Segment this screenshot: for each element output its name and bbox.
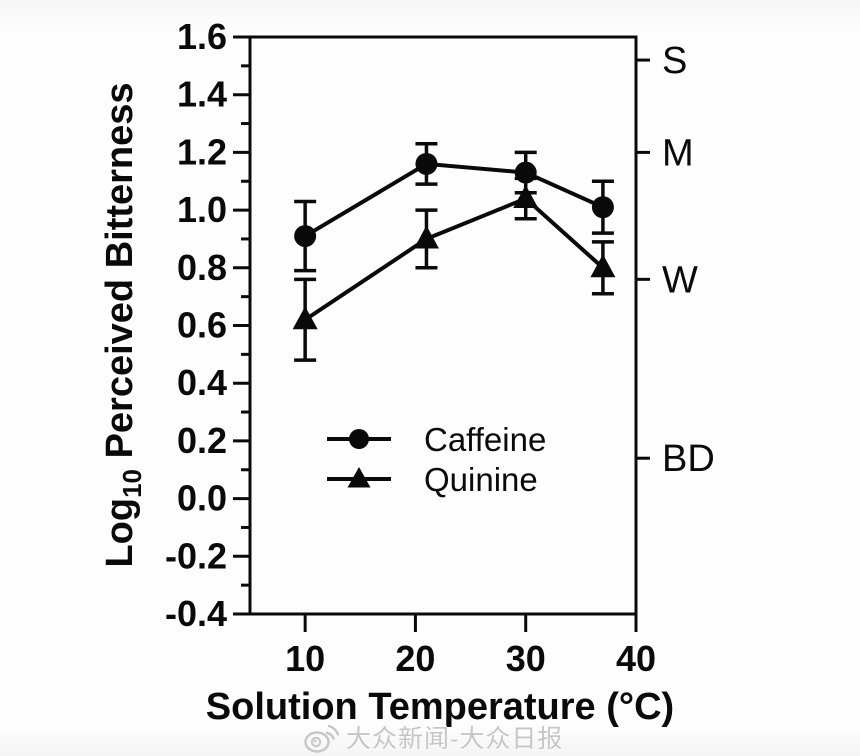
y-axis-title: Log10 Perceived Bitterness xyxy=(99,82,147,567)
caffeine-line xyxy=(304,161,604,238)
x-tick-label: 10 xyxy=(285,638,325,679)
y-tick-label: 0.6 xyxy=(177,305,227,346)
watermark-text: 大众新闻-大众日报 xyxy=(346,725,564,753)
y-tick-label: 0.4 xyxy=(177,362,227,403)
y-tick-label: 0.8 xyxy=(177,247,227,288)
quinine-point-marker xyxy=(292,306,318,330)
caffeine-point-marker xyxy=(591,196,614,219)
y-tick-label: -0.2 xyxy=(165,535,227,576)
y-tick-label: 0.2 xyxy=(177,420,227,461)
legend-triangle-marker xyxy=(347,467,371,488)
x-tick-label: 40 xyxy=(616,638,656,679)
weibo-icon xyxy=(304,724,339,753)
caffeine-point-marker xyxy=(294,225,317,248)
quinine-point-marker xyxy=(513,185,539,209)
x-tick-label: 30 xyxy=(506,638,546,679)
caffeine-point-marker xyxy=(514,161,537,184)
series-quinine xyxy=(294,176,614,362)
y-tick-label: 1.6 xyxy=(177,16,227,57)
y-tick-label: -0.4 xyxy=(165,593,227,634)
y-tick-label: 1.0 xyxy=(177,189,227,230)
y-tick-label: 0.0 xyxy=(177,478,227,519)
right-axis-label: W xyxy=(662,259,698,301)
quinine-line xyxy=(304,196,605,322)
legend-circle-marker xyxy=(349,429,369,449)
y-tick-label: 1.2 xyxy=(177,131,227,172)
y-tick-label: 1.4 xyxy=(177,74,227,115)
x-axis-title: Solution Temperature (°C) xyxy=(206,686,674,728)
watermark: 大众新闻-大众日报 xyxy=(303,720,563,754)
right-axis-label: M xyxy=(662,132,694,174)
right-axis-label: S xyxy=(662,40,687,82)
quinine-point-marker xyxy=(413,225,439,249)
quinine-point-marker xyxy=(590,254,616,278)
legend-label: Caffeine xyxy=(424,421,546,458)
x-tick-label: 20 xyxy=(395,638,435,679)
legend-label: Quinine xyxy=(424,461,538,498)
caffeine-point-marker xyxy=(415,152,438,175)
series-caffeine xyxy=(294,141,614,273)
right-axis-label: BD xyxy=(662,438,715,480)
